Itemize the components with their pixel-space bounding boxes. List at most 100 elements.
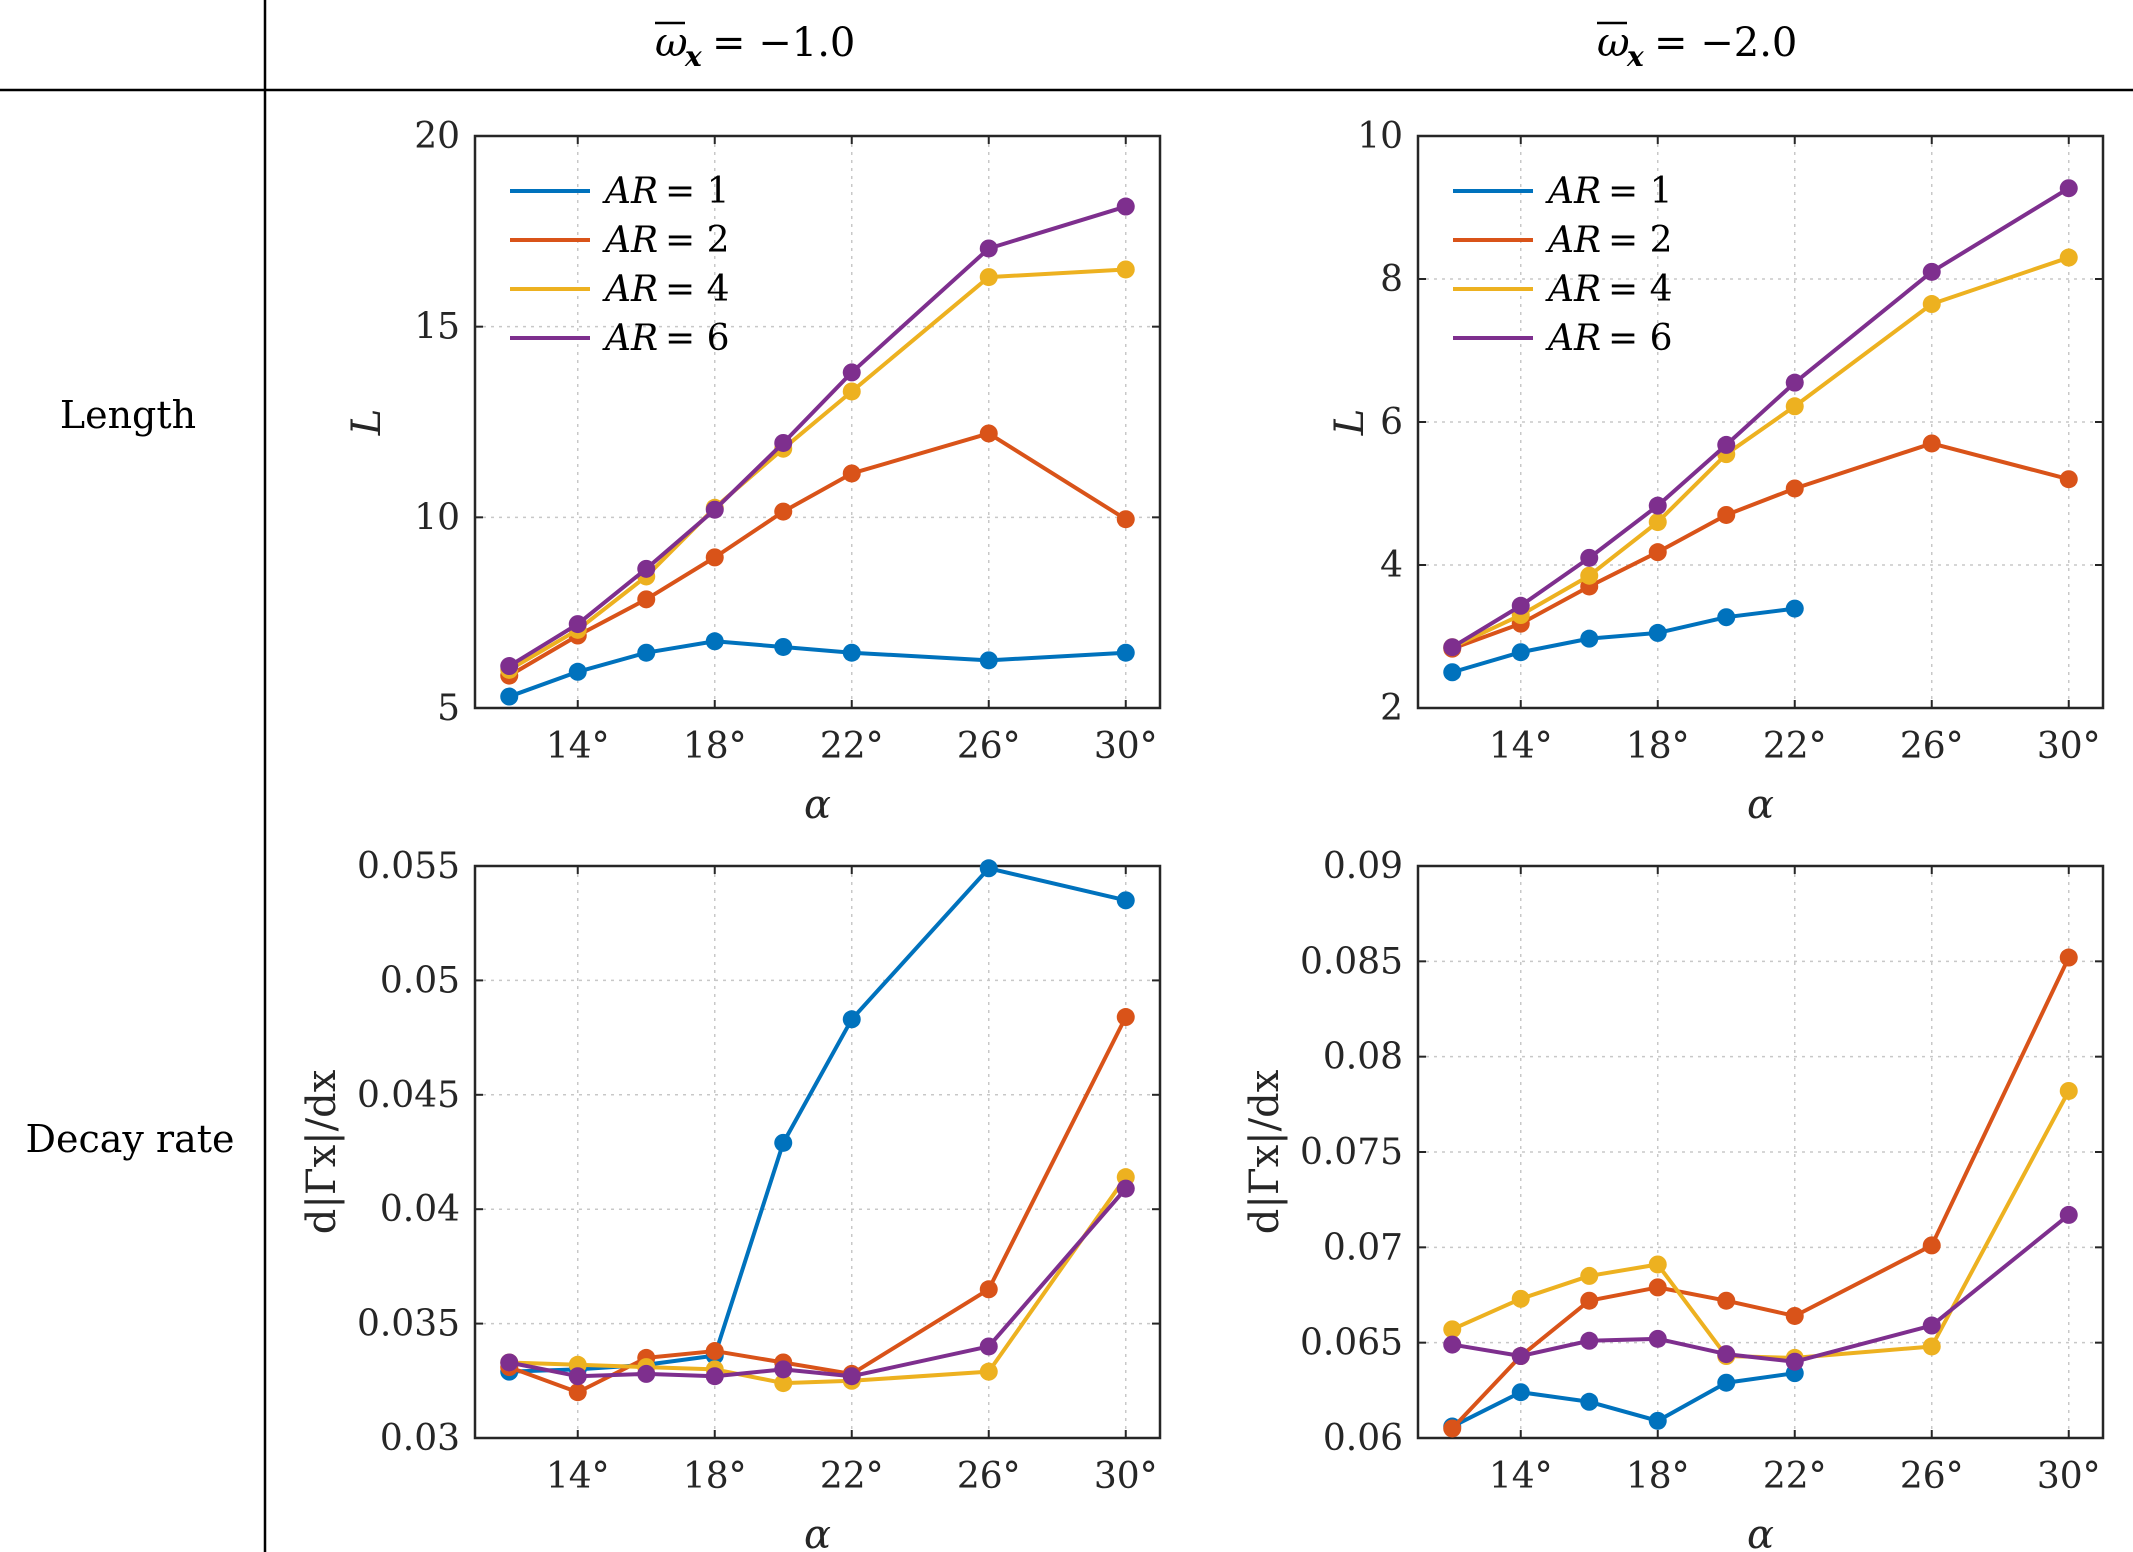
data-point <box>1511 1383 1530 1402</box>
data-point <box>979 1280 998 1299</box>
data-point <box>842 643 861 662</box>
series-line <box>509 1176 1128 1386</box>
x-tick-label: 26° <box>957 726 1021 767</box>
data-point <box>1511 596 1530 615</box>
data-point <box>1580 1331 1599 1350</box>
data-point <box>568 662 587 681</box>
y-tick-label: 10 <box>1357 116 1403 157</box>
legend-label-value: = 1 <box>665 171 730 212</box>
column-header-omega: ω <box>655 20 688 66</box>
data-point <box>2059 248 2078 267</box>
data-point <box>1580 629 1599 648</box>
x-tick-label: 14° <box>1489 726 1553 767</box>
data-point <box>568 1367 587 1386</box>
data-point <box>500 687 519 706</box>
data-point <box>2059 470 2078 489</box>
axes-box <box>473 864 1162 1440</box>
data-point <box>842 1010 861 1029</box>
y-tick-label: 0.065 <box>1300 1323 1403 1364</box>
y-tick-label: 0.06 <box>1323 1418 1403 1459</box>
plot-area <box>475 866 1160 1438</box>
data-point <box>1116 891 1135 910</box>
y-tick-label: 0.055 <box>357 846 460 887</box>
axes-box <box>1416 864 2105 1440</box>
data-point <box>500 1353 519 1372</box>
data-point <box>1717 1373 1736 1392</box>
series-ar-2 <box>1443 948 2078 1438</box>
legend-label-value: = 2 <box>665 220 730 261</box>
y-tick-label: 2 <box>1380 688 1403 729</box>
y-tick-label: 6 <box>1380 402 1403 443</box>
data-point <box>842 1367 861 1386</box>
x-axis-label: α <box>1747 1512 1774 1552</box>
y-tick-label: 20 <box>414 116 460 157</box>
y-tick-label: 0.08 <box>1323 1037 1403 1078</box>
series-line <box>508 1187 1128 1379</box>
data-point <box>1511 1347 1530 1366</box>
y-tick-label: 8 <box>1380 259 1403 300</box>
data-point <box>1785 1306 1804 1325</box>
data-point <box>1717 608 1736 627</box>
data-point <box>842 464 861 483</box>
x-tick-label: 30° <box>1094 1456 1158 1497</box>
legend-label-ar: AR <box>1545 269 1601 310</box>
data-point <box>979 859 998 878</box>
data-point <box>1922 295 1941 314</box>
legend-label-ar: AR <box>602 220 658 261</box>
data-point <box>774 433 793 452</box>
y-tick-label: 0.045 <box>357 1075 460 1116</box>
y-axis-label: L <box>344 409 390 437</box>
column-header-subscript: x <box>1626 40 1644 73</box>
y-tick-label: 10 <box>414 497 460 538</box>
series-line <box>1450 956 2071 1430</box>
legend-label-ar: AR <box>602 318 658 359</box>
data-point <box>1116 260 1135 279</box>
x-tick-label: 22° <box>820 726 884 767</box>
y-tick-label: 0.035 <box>357 1304 460 1345</box>
data-point <box>2059 179 2078 198</box>
x-tick-label: 22° <box>820 1456 884 1497</box>
y-axis-label: d|Γx|/dx <box>1242 1069 1288 1234</box>
legend-label-ar: AR <box>1545 171 1601 212</box>
column-header-2: ω x = −2.0 <box>1597 20 1797 73</box>
series-line <box>1451 606 1795 675</box>
data-point <box>774 1133 793 1152</box>
x-tick-label: 30° <box>2037 1456 2101 1497</box>
data-point <box>774 637 793 656</box>
data-point <box>774 502 793 521</box>
data-point <box>1648 1411 1667 1430</box>
x-axis-label: α <box>804 782 831 828</box>
x-tick-label: 14° <box>546 1456 610 1497</box>
column-header-value: = −1.0 <box>712 20 855 66</box>
legend-label-value: = 1 <box>1608 171 1673 212</box>
data-point <box>1116 1179 1135 1198</box>
x-tick-label: 30° <box>1094 726 1158 767</box>
legend-label-value: = 4 <box>1608 269 1673 310</box>
x-tick-label: 22° <box>1763 726 1827 767</box>
data-point <box>637 559 656 578</box>
series-line <box>1451 1090 2071 1360</box>
data-point <box>1648 513 1667 532</box>
legend-label-ar: AR <box>1545 318 1601 359</box>
x-tick-label: 18° <box>683 1456 747 1497</box>
data-point <box>1785 397 1804 416</box>
y-axis-label: L <box>1327 409 1373 437</box>
data-point <box>705 1342 724 1361</box>
data-point <box>1443 638 1462 657</box>
series-line <box>1451 1213 2071 1364</box>
chart-decay-omega-1: 14° 18° 22° 26° 30° 0.03 0.035 0.04 0.045 0.05 0.0… <box>299 846 1162 1552</box>
data-point <box>637 643 656 662</box>
data-point <box>637 1364 656 1383</box>
data-point <box>1922 434 1941 453</box>
data-point <box>2059 1081 2078 1100</box>
y-tick-label: 5 <box>437 688 460 729</box>
legend-label-ar: AR <box>602 171 658 212</box>
y-tick-label: 0.075 <box>1300 1132 1403 1173</box>
data-point <box>1580 1392 1599 1411</box>
series-line <box>1451 441 2070 651</box>
series-line <box>509 866 1127 1374</box>
x-tick-label: 18° <box>1626 1456 1690 1497</box>
data-point <box>1922 1236 1941 1255</box>
